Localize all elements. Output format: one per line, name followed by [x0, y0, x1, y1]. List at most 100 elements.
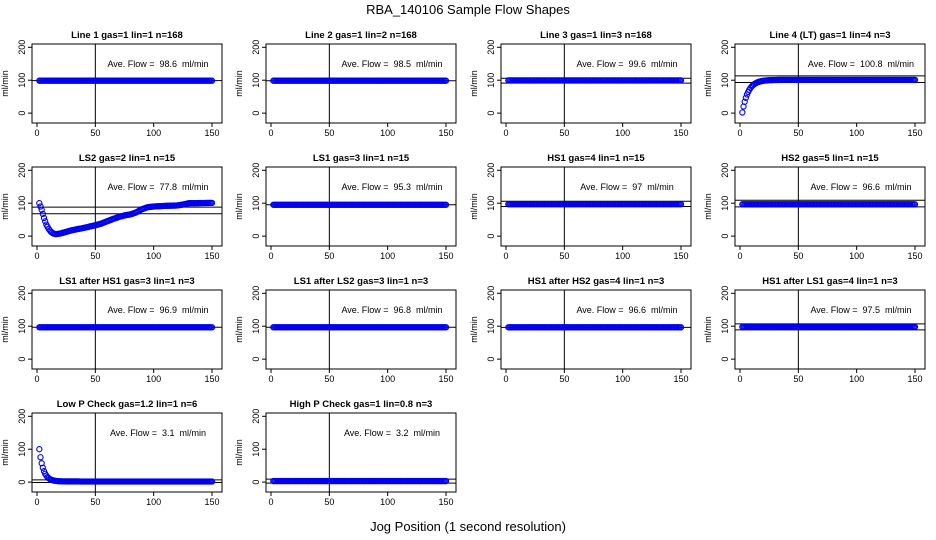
x-tick-label: 150 [204, 251, 219, 261]
y-tick-label: 100 [486, 73, 496, 88]
x-tick-label: 150 [204, 128, 219, 138]
x-tick-label: 150 [438, 251, 453, 261]
x-tick-label: 100 [380, 497, 395, 507]
x-tick-label: 0 [34, 497, 39, 507]
x-tick-label: 50 [324, 497, 334, 507]
y-axis-label: ml/min [234, 316, 244, 343]
data-point [208, 478, 216, 485]
x-tick-label: 100 [380, 128, 395, 138]
y-tick-label: 100 [251, 196, 261, 211]
y-tick-label: 100 [17, 196, 27, 211]
y-tick-label: 100 [486, 319, 496, 334]
average-flow-label: Ave. Flow = 77.8 ml/min [107, 182, 208, 192]
panel-title: HS1 after LS1 gas=4 lin=1 n=3 [762, 276, 897, 287]
data-points [739, 76, 919, 116]
data-point [739, 109, 746, 116]
x-tick-label: 100 [146, 128, 161, 138]
x-tick-label: 50 [793, 128, 803, 138]
data-points [505, 324, 685, 331]
y-tick-label: 0 [17, 480, 27, 485]
average-flow-label: Ave. Flow = 100.8 ml/min [808, 59, 914, 69]
x-tick-label: 150 [907, 128, 922, 138]
average-flow-label: Ave. Flow = 98.5 ml/min [341, 59, 442, 69]
panel-title: Line 4 (LT) gas=1 lin=4 n=3 [770, 30, 891, 41]
y-tick-label: 0 [251, 111, 261, 116]
x-tick-label: 100 [146, 251, 161, 261]
x-tick-label: 0 [268, 374, 273, 384]
x-tick-label: 0 [737, 128, 742, 138]
y-tick-label: 0 [251, 480, 261, 485]
data-point [677, 201, 685, 208]
y-tick-label: 100 [17, 319, 27, 334]
x-tick-label: 0 [34, 128, 39, 138]
data-point [741, 98, 748, 105]
data-points [36, 77, 216, 84]
panel-title: LS2 gas=2 lin=1 n=15 [79, 153, 176, 164]
panel-6: LS1 gas=3 lin=1 n=15 0 50 100 150 0 100 200 ml/m… [234, 153, 457, 261]
x-tick-label: 0 [737, 251, 742, 261]
y-axis-label: ml/min [703, 70, 713, 97]
data-point [37, 203, 44, 210]
panel-14: High P Check gas=1 lin=0.8 n=3 0 50 100 150 0… [234, 399, 457, 507]
y-tick-label: 0 [720, 234, 730, 239]
x-tick-label: 100 [380, 374, 395, 384]
y-axis-label: ml/min [469, 316, 479, 343]
data-point [911, 323, 919, 331]
panel-title: LS1 gas=3 lin=1 n=15 [313, 153, 410, 164]
y-tick-label: 100 [720, 319, 730, 334]
x-tick-label: 150 [907, 251, 922, 261]
panel-frame [265, 166, 457, 247]
data-points [739, 323, 919, 331]
average-flow-label: Ave. Flow = 3.1 ml/min [110, 428, 206, 438]
panel-title: Low P Check gas=1.2 lin=1 n=6 [57, 399, 198, 410]
x-tick-label: 50 [90, 374, 100, 384]
y-axis-label: ml/min [234, 439, 244, 466]
panel-frame [265, 43, 457, 124]
panel-title: High P Check gas=1 lin=0.8 n=3 [290, 399, 433, 410]
x-tick-label: 50 [90, 128, 100, 138]
y-tick-label: 0 [17, 234, 27, 239]
data-points [36, 199, 216, 238]
y-tick-label: 0 [720, 357, 730, 362]
data-point [36, 446, 43, 453]
panel-13: Low P Check gas=1.2 lin=1 n=6 0 50 100 150 0 1… [0, 399, 223, 507]
y-tick-label: 100 [251, 73, 261, 88]
y-tick-label: 100 [720, 196, 730, 211]
data-point [38, 206, 45, 213]
data-points [270, 201, 450, 208]
x-tick-label: 150 [438, 497, 453, 507]
x-tick-label: 50 [559, 374, 569, 384]
y-axis-label: ml/min [0, 70, 10, 97]
x-tick-label: 0 [503, 374, 508, 384]
y-tick-label: 200 [17, 163, 27, 178]
y-axis-label: ml/min [0, 439, 10, 466]
y-axis-label: ml/min [703, 193, 713, 220]
data-points [739, 201, 919, 208]
y-tick-label: 0 [251, 234, 261, 239]
x-tick-label: 0 [737, 374, 742, 384]
data-point [39, 210, 46, 218]
panel-title: HS1 gas=4 lin=1 n=15 [547, 153, 645, 164]
x-tick-label: 100 [849, 128, 864, 138]
y-tick-label: 200 [251, 409, 261, 424]
x-tick-label: 0 [34, 251, 39, 261]
panel-1: Line 1 gas=1 lin=1 n=168 0 50 100 150 0 100 200… [0, 30, 223, 138]
x-tick-label: 150 [204, 497, 219, 507]
panel-11: HS1 after HS2 gas=4 lin=1 n=3 0 50 100 150 0 1… [469, 276, 692, 384]
average-flow-label: Ave. Flow = 97.5 ml/min [810, 305, 911, 315]
data-point [36, 200, 43, 207]
y-axis-label: ml/min [469, 193, 479, 220]
y-axis-label: ml/min [0, 316, 10, 343]
y-tick-label: 100 [720, 73, 730, 88]
x-tick-label: 50 [559, 251, 569, 261]
x-tick-label: 50 [90, 251, 100, 261]
y-tick-label: 200 [251, 40, 261, 55]
x-tick-label: 0 [503, 251, 508, 261]
figure-title: RBA_140106 Sample Flow Shapes [366, 2, 570, 17]
y-tick-label: 0 [720, 111, 730, 116]
x-tick-label: 0 [268, 128, 273, 138]
data-points [270, 77, 450, 84]
x-tick-label: 100 [380, 251, 395, 261]
data-point [39, 464, 46, 471]
